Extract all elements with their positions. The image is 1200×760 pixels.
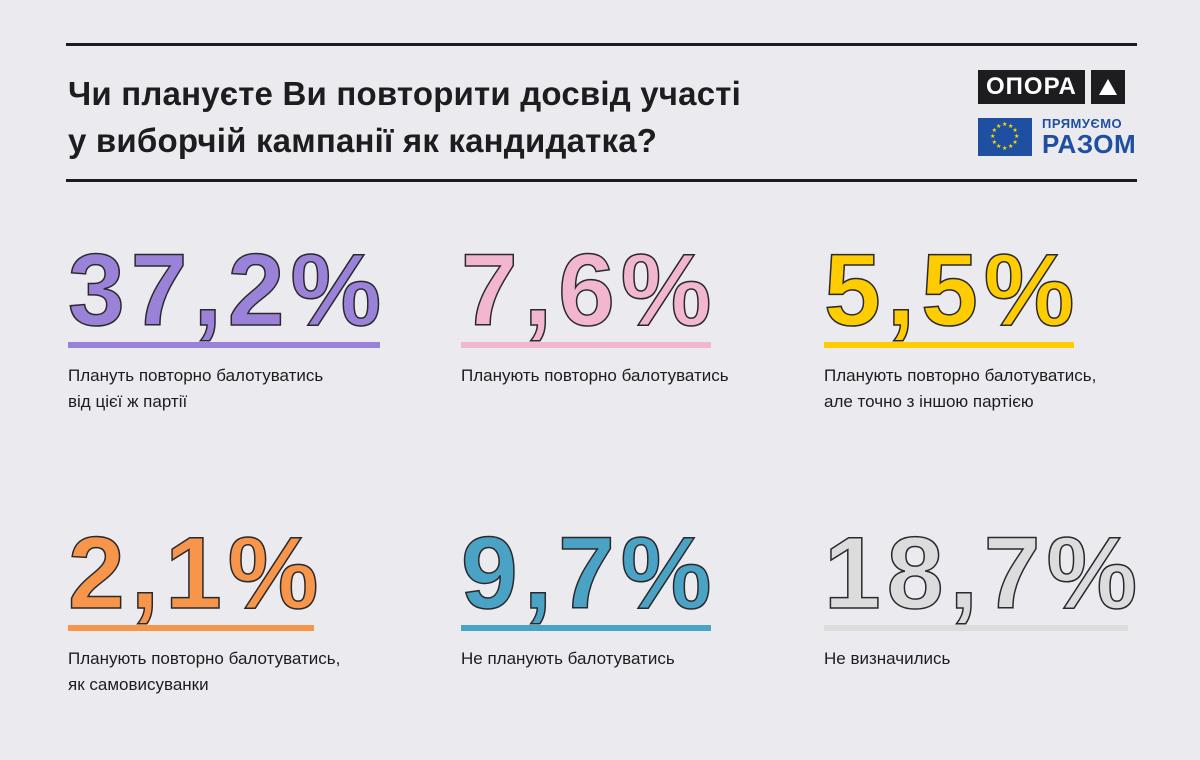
stat-bar xyxy=(824,342,1074,348)
stat-label: Не визначились xyxy=(824,646,1143,672)
stat-block: 7,6% Планують повторно балотуватись xyxy=(460,233,729,389)
star-icon: ★ xyxy=(996,144,1002,151)
stat-bar xyxy=(68,625,314,631)
star-icon: ★ xyxy=(996,123,1002,130)
label-line: Планують повторно балотуватись xyxy=(461,366,729,385)
label-line: але точно з іншою партією xyxy=(824,392,1034,411)
stat-label: Планують повторно балотуватись xyxy=(461,363,729,389)
bottom-rule xyxy=(66,179,1137,182)
razom-big: РАЗОМ xyxy=(1042,129,1137,159)
stat-block: 18,7% Не визначились xyxy=(823,516,1144,672)
star-icon: ★ xyxy=(990,134,996,140)
stat-block: 37,2% Плануть повторно балотуватись від ці… xyxy=(67,233,388,415)
label-line: Не планують балотуватись xyxy=(461,649,675,668)
label-line: Планують повторно балотуватись, xyxy=(824,366,1097,385)
razom-small: ПРЯМУЄМО xyxy=(1042,116,1123,131)
opora-wordmark: ОПОРА xyxy=(978,70,1085,104)
star-icon: ★ xyxy=(1002,146,1008,152)
label-line: Плануть повторно балотуватись xyxy=(68,366,324,385)
star-icon: ★ xyxy=(1008,144,1014,151)
razom-logo: ПРЯМУЄМО РАЗОМ xyxy=(1042,116,1136,157)
stat-bar xyxy=(68,342,380,348)
stat-value: 5,5% xyxy=(823,233,1081,347)
star-icon: ★ xyxy=(1012,128,1018,134)
stat-value: 9,7% xyxy=(460,516,718,630)
stat-bar xyxy=(824,625,1128,631)
stat-block: 2,1% Планують повторно балотуватись, як са… xyxy=(67,516,340,698)
star-icon: ★ xyxy=(991,128,997,134)
star-icon: ★ xyxy=(1002,122,1008,128)
star-icon: ★ xyxy=(1014,134,1020,140)
label-line: від цієї ж партії xyxy=(68,392,188,411)
label-line: Не визначились xyxy=(824,649,951,668)
stat-label: Планують повторно балотуватись, але точно… xyxy=(824,363,1096,415)
stat-label: Планують повторно балотуватись, як самови… xyxy=(68,646,340,698)
stat-value: 2,1% xyxy=(67,516,325,630)
stat-value: 18,7% xyxy=(823,516,1144,630)
opora-logo: ОПОРА xyxy=(978,70,1125,104)
eu-flag-icon: ★ ★ ★ ★ ★ ★ ★ ★ ★ ★ ★ ★ xyxy=(978,118,1032,156)
stat-block: 9,7% Не планують балотуватись xyxy=(460,516,718,672)
top-rule xyxy=(66,43,1137,46)
chart-title: Чи плануєте Ви повторити досвід участі у… xyxy=(68,70,741,164)
stat-label: Не планують балотуватись xyxy=(461,646,718,672)
stat-bar xyxy=(461,625,711,631)
title-line-2: у виборчій кампанії як кандидатка? xyxy=(68,122,658,159)
star-icon: ★ xyxy=(1012,140,1018,146)
star-icon: ★ xyxy=(1008,123,1014,130)
label-line: як самовисуванки xyxy=(68,675,209,694)
star-icon: ★ xyxy=(991,140,997,146)
triangle-icon xyxy=(1090,70,1125,104)
title-line-1: Чи плануєте Ви повторити досвід участі xyxy=(68,75,741,112)
stat-label: Плануть повторно балотуватись від цієї ж … xyxy=(68,363,387,415)
stat-bar xyxy=(461,342,711,348)
label-line: Планують повторно балотуватись, xyxy=(68,649,341,668)
stat-block: 5,5% Планують повторно балотуватись, але т… xyxy=(823,233,1096,415)
stat-value: 37,2% xyxy=(67,233,388,347)
stat-value: 7,6% xyxy=(460,233,718,347)
